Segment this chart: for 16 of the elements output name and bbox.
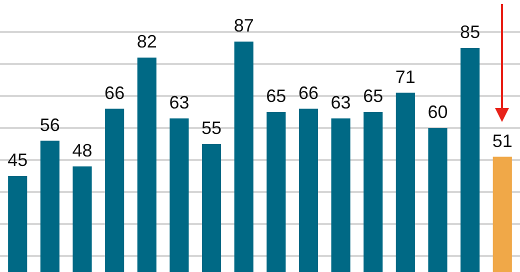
data-label: 60 [428, 102, 448, 122]
data-label: 85 [460, 22, 480, 42]
data-label: 65 [266, 86, 286, 106]
data-label: 82 [136, 32, 157, 52]
data-label: 71 [395, 66, 416, 87]
data-label: 48 [72, 140, 92, 160]
data-label: 66 [298, 82, 318, 103]
data-label: 45 [8, 150, 28, 170]
data-label: 65 [363, 86, 384, 106]
data-label: 56 [40, 114, 60, 135]
data-label: 66 [104, 82, 125, 103]
data-label: 63 [330, 92, 351, 112]
data-label: 63 [169, 92, 190, 112]
data-label: 51 [492, 130, 512, 151]
data-label: 55 [202, 118, 222, 138]
data-label: 87 [234, 16, 254, 36]
